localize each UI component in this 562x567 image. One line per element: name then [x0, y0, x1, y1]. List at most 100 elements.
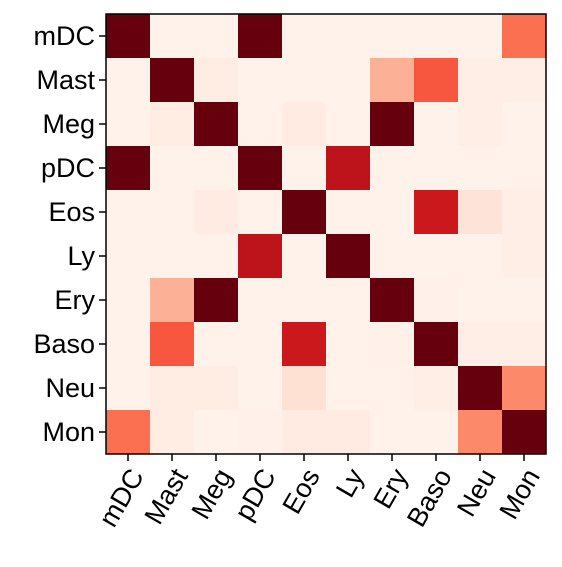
heatmap-cell	[458, 58, 503, 103]
heatmap-cell	[326, 102, 371, 147]
heatmap-cell	[370, 14, 415, 59]
heatmap-cell	[106, 14, 151, 59]
y-tick-label: Mast	[36, 65, 95, 95]
heatmap-cell	[238, 322, 283, 367]
heatmap-cell	[150, 278, 195, 323]
heatmap-cell	[282, 278, 327, 323]
heatmap-cell	[326, 14, 371, 59]
heatmap-cell	[150, 102, 195, 147]
heatmap-cell	[370, 58, 415, 103]
y-tick-label: Ery	[55, 285, 96, 315]
heatmap-cell	[282, 234, 327, 279]
heatmap-cell	[326, 58, 371, 103]
y-tick-label: Baso	[33, 329, 95, 359]
heatmap-cell	[502, 234, 547, 279]
heatmap-cell	[238, 410, 283, 455]
heatmap-cell	[150, 234, 195, 279]
heatmap-cell	[150, 366, 195, 411]
heatmap-cell	[370, 102, 415, 147]
y-tick-label: pDC	[41, 153, 95, 183]
y-tick-label: Neu	[45, 373, 95, 403]
heatmap-cell	[458, 234, 503, 279]
heatmap-cell	[326, 278, 371, 323]
heatmap-cell	[282, 146, 327, 191]
heatmap-cell	[502, 410, 547, 455]
heatmap-cell	[282, 190, 327, 235]
x-tick-label: Mon	[494, 464, 546, 524]
heatmap-cell	[106, 410, 151, 455]
heatmap-cell	[326, 410, 371, 455]
x-tick-label: Neu	[451, 464, 502, 522]
heatmap-cell	[194, 58, 239, 103]
heatmap-cell	[414, 146, 459, 191]
heatmap-cell	[106, 278, 151, 323]
heatmap-cell	[282, 322, 327, 367]
heatmap-cell	[150, 322, 195, 367]
heatmap-cell	[326, 366, 371, 411]
heatmap-cell	[414, 366, 459, 411]
heatmap-cell	[106, 322, 151, 367]
heatmap-cell	[414, 234, 459, 279]
heatmap-cell	[370, 146, 415, 191]
heatmap-cell	[150, 14, 195, 59]
heatmap-cell	[502, 322, 547, 367]
heatmap-cell	[458, 102, 503, 147]
heatmap-cell	[106, 146, 151, 191]
heatmap-cell	[326, 190, 371, 235]
heatmap-cell	[238, 102, 283, 147]
heatmap-cell	[458, 322, 503, 367]
heatmap-cell	[194, 146, 239, 191]
heatmap-cell	[106, 102, 151, 147]
heatmap-cell	[282, 410, 327, 455]
heatmap-cell	[150, 410, 195, 455]
heatmap-cell	[414, 410, 459, 455]
heatmap-cell	[326, 234, 371, 279]
heatmap-cell	[414, 278, 459, 323]
y-tick-label: Mon	[42, 417, 95, 447]
heatmap-cell	[238, 58, 283, 103]
heatmap-cell	[502, 366, 547, 411]
heatmap-cell	[458, 14, 503, 59]
heatmap-cell	[194, 234, 239, 279]
heatmap-cell	[502, 146, 547, 191]
heatmap-cell	[106, 190, 151, 235]
y-tick-label: Ly	[67, 241, 95, 271]
axis-ticks	[99, 35, 525, 461]
x-tick-label: mDC	[93, 464, 150, 532]
heatmap-cells	[106, 14, 547, 455]
heatmap-cell	[326, 146, 371, 191]
heatmap-cell	[238, 366, 283, 411]
y-tick-label: Eos	[48, 197, 95, 227]
heatmap-cell	[502, 58, 547, 103]
heatmap-cell	[282, 58, 327, 103]
y-tick-labels: mDC Mast Meg pDC Eos Ly Ery Baso Neu Mon	[33, 21, 95, 447]
heatmap-cell	[370, 190, 415, 235]
heatmap-cell	[502, 102, 547, 147]
heatmap-cell	[150, 146, 195, 191]
plot-frame	[105, 13, 547, 455]
heatmap-cell	[150, 190, 195, 235]
heatmap-cell	[238, 146, 283, 191]
heatmap-cell	[194, 102, 239, 147]
heatmap-cell	[370, 366, 415, 411]
x-tick-label: pDC	[229, 464, 282, 526]
heatmap-cell	[458, 190, 503, 235]
heatmap-cell	[282, 102, 327, 147]
heatmap-cell	[238, 278, 283, 323]
heatmap-cell	[326, 322, 371, 367]
heatmap-cell	[414, 322, 459, 367]
heatmap-cell	[370, 234, 415, 279]
heatmap-cell	[502, 14, 547, 59]
heatmap-cell	[194, 14, 239, 59]
heatmap-cell	[238, 234, 283, 279]
heatmap-cell	[238, 190, 283, 235]
heatmap-cell	[414, 58, 459, 103]
x-tick-label: Ly	[330, 463, 370, 502]
heatmap-cell	[414, 14, 459, 59]
x-tick-label: Baso	[401, 464, 458, 532]
y-tick-label: mDC	[34, 21, 96, 51]
heatmap-cell	[106, 234, 151, 279]
heatmap-cell	[150, 58, 195, 103]
